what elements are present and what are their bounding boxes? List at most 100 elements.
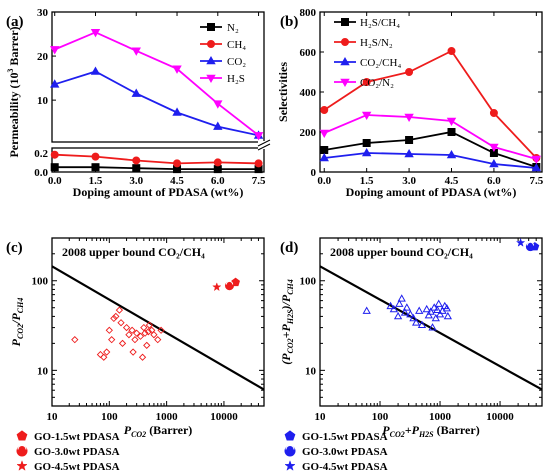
y-tick-label: 0 <box>311 167 317 179</box>
y-tick-label: 10 <box>37 365 49 377</box>
literature-point <box>406 310 415 318</box>
literature-point <box>157 326 165 334</box>
literature-point <box>150 331 158 339</box>
legend-label: GO-3.0wt PDASA <box>302 446 388 458</box>
data-point <box>405 68 414 76</box>
panel-c-bound-label: 2008 upper bound CO₂/CH₄ <box>62 245 205 259</box>
data-point <box>489 143 499 153</box>
legend-label: GO-4.5wt PDASA <box>302 461 388 471</box>
literature-point <box>115 306 124 314</box>
x-tick-label: 4.5 <box>445 175 459 187</box>
data-point <box>446 117 457 127</box>
data-point <box>404 148 414 158</box>
x-tick-label: 4.5 <box>170 175 184 187</box>
literature-point <box>138 353 147 361</box>
data-point <box>447 128 456 136</box>
legend-label: H₂S/CH₄ <box>360 17 400 29</box>
sample-point <box>525 241 535 252</box>
data-point <box>362 78 371 86</box>
data-point <box>50 46 60 55</box>
literature-point <box>426 307 435 315</box>
literature-point <box>144 328 152 336</box>
literature-point <box>100 353 108 361</box>
legend-label: N₂ <box>227 22 239 34</box>
panel-d-bound-label: 2008 upper bound CO₂/CH₄ <box>330 245 473 259</box>
upper-bound-line <box>51 265 265 391</box>
panel-b-ticks: 0.0 1.5 3.0 4.5 6.0 7.5 0 200 400 600 800 <box>300 7 544 187</box>
sample-point <box>515 237 526 247</box>
series-line <box>324 152 537 169</box>
y-tick-label: 200 <box>300 127 317 139</box>
panel-a-lower-frame <box>51 147 265 173</box>
data-point <box>404 113 414 123</box>
data-point <box>50 163 59 172</box>
literature-point <box>433 305 442 314</box>
literature-point <box>386 301 395 310</box>
panel-d-frame <box>319 237 543 407</box>
y-tick-label: 800 <box>300 7 317 19</box>
literature-point <box>409 313 418 322</box>
legend-marker <box>341 38 349 46</box>
literature-point <box>140 323 148 332</box>
data-point <box>319 152 329 162</box>
x-tick-label: 0.0 <box>317 175 331 187</box>
data-point <box>531 155 542 165</box>
panel-c-letter: (c) <box>6 240 23 256</box>
panel-d-ylabel: (PCO2+PH2S)/PCH4 <box>279 279 295 365</box>
legend-label: GO-4.5wt PDASA <box>34 461 120 471</box>
literature-point <box>415 306 424 314</box>
data-point <box>132 164 141 173</box>
series-line <box>324 131 537 168</box>
legend-marker <box>284 445 296 457</box>
x-tick-label: 10000 <box>486 411 514 423</box>
x-tick-label: 0.0 <box>48 175 62 187</box>
literature-point <box>131 336 139 344</box>
x-tick-label: 1000 <box>429 411 452 423</box>
literature-point <box>129 348 137 356</box>
legend-label: CO₂/N₂ <box>360 77 394 89</box>
series-line <box>54 70 259 137</box>
sample-point-highlight <box>225 280 234 285</box>
literature-point <box>141 329 149 337</box>
panel-c: 10 100 1000 10000 10 100 (c) 2008 upper bound… <box>6 237 265 471</box>
literature-point <box>154 336 162 344</box>
legend-marker <box>340 78 350 88</box>
data-point <box>213 165 222 174</box>
legend-label: GO-1.5wt PDASA <box>34 431 120 443</box>
panel-c-legend: GO-1.5wt PDASA GO-3.0wt PDASA GO-4.5wt PDA… <box>16 430 120 471</box>
upper-bound-line <box>319 265 543 391</box>
sample-point <box>224 280 234 291</box>
literature-point <box>428 323 437 331</box>
literature-point <box>112 312 120 321</box>
legend-marker <box>284 460 296 471</box>
legend-marker <box>16 460 28 471</box>
y-tick-label: 600 <box>300 47 317 59</box>
panel-c-xlabel: PCO2 (Barrer) <box>124 423 193 439</box>
legend-marker <box>206 74 216 84</box>
axis-break-marks <box>257 139 271 151</box>
panel-b-ylabel: Selectivities <box>276 62 290 122</box>
panel-b-xlabel: Doping amount of PDASA (wt%) <box>346 185 517 199</box>
data-point <box>90 28 101 38</box>
data-point <box>405 136 414 144</box>
x-tick-label: 3.0 <box>402 175 416 187</box>
legend-marker <box>340 56 350 66</box>
data-point <box>361 111 372 121</box>
x-tick-label: 100 <box>372 411 389 423</box>
data-point <box>531 162 542 172</box>
literature-point <box>118 339 127 348</box>
panel-a-ticks: 0.0 1.5 3.0 4.5 6.0 7.5 0.0 0.2 10 20 30 <box>34 7 266 187</box>
data-point <box>447 47 456 55</box>
sample-point <box>212 282 222 292</box>
sample-point <box>231 277 240 287</box>
legend-marker-highlight <box>17 445 27 450</box>
panel-a-upper-frame <box>51 11 265 143</box>
series-line <box>54 153 259 165</box>
x-tick-label: 7.5 <box>252 175 266 187</box>
literature-point <box>136 332 145 340</box>
panel-b: 0.0 1.5 3.0 4.5 6.0 7.5 0 200 400 600 800 (b) Dopi… <box>276 7 544 199</box>
data-point <box>253 132 264 141</box>
data-point <box>320 106 329 114</box>
literature-point <box>122 323 131 332</box>
